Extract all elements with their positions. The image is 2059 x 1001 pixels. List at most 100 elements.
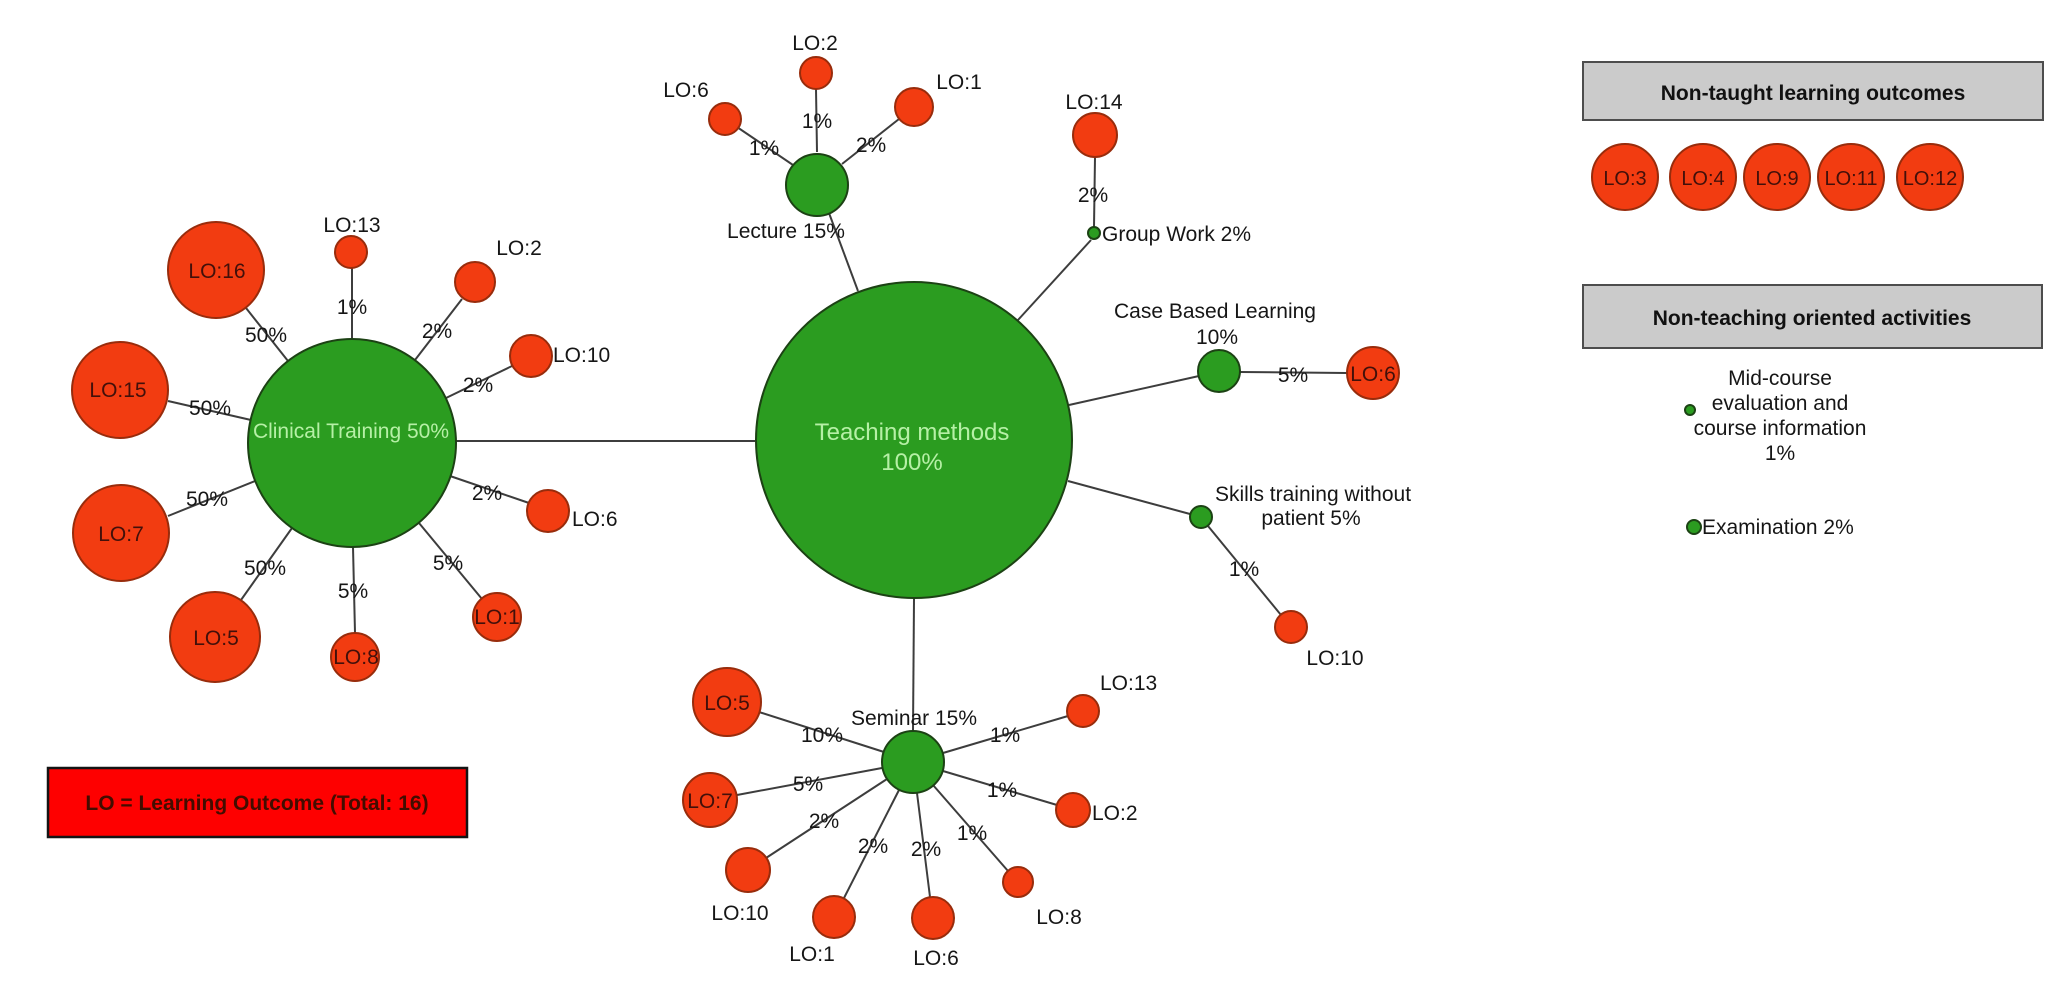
node-lecture-lo6 <box>708 102 742 136</box>
seminar-circle <box>881 730 945 794</box>
edge-groupwork-lo14 <box>1093 156 1096 228</box>
edge-seminar-lo8 <box>932 784 1009 872</box>
group-work-label: Group Work 2% <box>1102 223 1251 246</box>
teaching-methods-pct: 100% <box>881 449 942 476</box>
edge-clinical-lo10 <box>445 365 513 399</box>
nontaught-lo4-label: LO:4 <box>1681 168 1724 190</box>
mid-course-pct: 1% <box>1765 442 1795 465</box>
seminar-lo10-pct: 2% <box>809 810 839 833</box>
node-clinical-lo7 <box>72 484 170 582</box>
edge-seminar-lo1 <box>843 789 900 899</box>
non-taught-header-box <box>1582 61 2044 121</box>
seminar-lo8-label: LO:8 <box>1036 906 1082 929</box>
clinical-lo15-pct: 50% <box>189 397 231 420</box>
group-work-dot <box>1087 226 1101 240</box>
node-groupwork-lo14 <box>1072 112 1118 158</box>
mid-course-line2: evaluation and <box>1712 392 1849 415</box>
seminar-label: Seminar 15% <box>851 707 977 730</box>
node-seminar-lo6 <box>911 896 955 940</box>
node-seminar-lo7 <box>682 772 738 828</box>
node-lecture-lo2 <box>799 56 833 90</box>
edge-seminar-lo7 <box>736 767 883 796</box>
edge-central-skills <box>1067 480 1191 515</box>
clinical-lo1-label: LO:1 <box>474 606 520 629</box>
seminar-lo10-label: LO:10 <box>711 902 768 925</box>
cluster-clinical-training: Clinical Training 50% LO:16 50% LO:13 1%… <box>71 214 618 683</box>
clinical-training-circle <box>247 338 457 548</box>
clinical-lo8-label: LO:8 <box>333 646 379 669</box>
lecture-lo2-pct: 1% <box>802 110 832 133</box>
node-clinical-lo1 <box>472 592 522 642</box>
mid-course-line1: Mid-course <box>1728 367 1832 390</box>
node-nontaught-lo3 <box>1591 143 1659 211</box>
seminar-lo13-label: LO:13 <box>1100 672 1157 695</box>
cluster-skills-training: Skills training without patient 5% LO:10… <box>1189 483 1411 670</box>
clinical-lo5-pct: 50% <box>244 557 286 580</box>
clinical-lo13-label: LO:13 <box>323 214 380 237</box>
lecture-lo6-pct: 1% <box>749 137 779 160</box>
clinical-lo2-pct: 2% <box>422 320 452 343</box>
clinical-lo6-label: LO:6 <box>572 508 618 531</box>
edge-lecture-lo1 <box>841 118 900 165</box>
edge-seminar-lo2 <box>942 770 1058 806</box>
node-nontaught-lo9 <box>1743 143 1811 211</box>
edge-central-seminar <box>912 598 915 732</box>
edge-clinical-lo7 <box>167 480 256 517</box>
groupwork-lo14-pct: 2% <box>1078 184 1108 207</box>
mid-course-dot <box>1684 404 1696 416</box>
clinical-training-label: Clinical Training 50% <box>253 420 449 443</box>
edge-casebased-lo6 <box>1239 371 1348 374</box>
lecture-lo2-label: LO:2 <box>792 32 838 55</box>
edge-central-lecture <box>828 212 859 292</box>
nontaught-lo3-label: LO:3 <box>1603 168 1646 190</box>
clinical-lo16-label: LO:16 <box>188 260 245 283</box>
node-clinical-lo5 <box>169 591 261 683</box>
clinical-lo1-pct: 5% <box>433 552 463 575</box>
node-nontaught-lo12 <box>1896 143 1964 211</box>
seminar-lo2-label: LO:2 <box>1092 802 1138 825</box>
node-clinical-lo6 <box>526 489 570 533</box>
node-lecture-lo1 <box>894 87 934 127</box>
node-clinical-lo8 <box>330 632 380 682</box>
clinical-lo16-pct: 50% <box>245 324 287 347</box>
legend: LO = Learning Outcome (Total: 16) <box>46 766 469 839</box>
node-clinical-lo10 <box>509 334 553 378</box>
non-taught-title: Non-taught learning outcomes <box>1661 82 1966 105</box>
clinical-lo15-label: LO:15 <box>89 379 146 402</box>
seminar-lo8-pct: 1% <box>957 822 987 845</box>
seminar-lo13-pct: 1% <box>990 724 1020 747</box>
seminar-lo5-label: LO:5 <box>704 692 750 715</box>
node-clinical-lo15 <box>71 341 169 439</box>
casebased-lo6-label: LO:6 <box>1350 363 1396 386</box>
skills-training-label-line2: patient 5% <box>1261 507 1360 530</box>
clinical-lo13-pct: 1% <box>337 296 367 319</box>
edge-central-casebased <box>1068 375 1200 406</box>
node-seminar-lo1 <box>812 895 856 939</box>
skills-lo10-label: LO:10 <box>1306 647 1363 670</box>
node-nontaught-lo4 <box>1669 143 1737 211</box>
lecture-lo1-label: LO:1 <box>936 71 982 94</box>
edge-clinical-lo6 <box>449 475 530 504</box>
seminar-lo1-pct: 2% <box>858 835 888 858</box>
nontaught-lo9-label: LO:9 <box>1755 168 1798 190</box>
skills-training-dot <box>1189 505 1213 529</box>
edge-lecture-lo2 <box>815 88 818 153</box>
edges <box>167 88 1348 899</box>
cluster-seminar: Seminar 15% LO:5 10% LO:7 5% LO:10 2% LO… <box>682 667 1157 970</box>
edge-clinical-lo8 <box>352 546 356 634</box>
skills-lo10-pct: 1% <box>1229 558 1259 581</box>
seminar-lo5-pct: 10% <box>801 724 843 747</box>
teaching-methods-label: Teaching methods <box>815 419 1010 446</box>
clinical-lo5-label: LO:5 <box>193 627 239 650</box>
edge-clinical-lo1 <box>418 522 483 600</box>
case-based-title: Case Based Learning <box>1114 300 1316 323</box>
cluster-case-based-learning: Case Based Learning 10% LO:6 5% <box>1114 300 1400 400</box>
edge-clinical-lo16 <box>245 307 289 362</box>
clinical-lo7-pct: 50% <box>186 488 228 511</box>
clinical-lo2-label: LO:2 <box>496 237 542 260</box>
seminar-lo7-pct: 5% <box>793 773 823 796</box>
clinical-lo8-pct: 5% <box>338 580 368 603</box>
edge-seminar-lo13 <box>942 715 1069 754</box>
case-based-pct: 10% <box>1196 326 1238 349</box>
